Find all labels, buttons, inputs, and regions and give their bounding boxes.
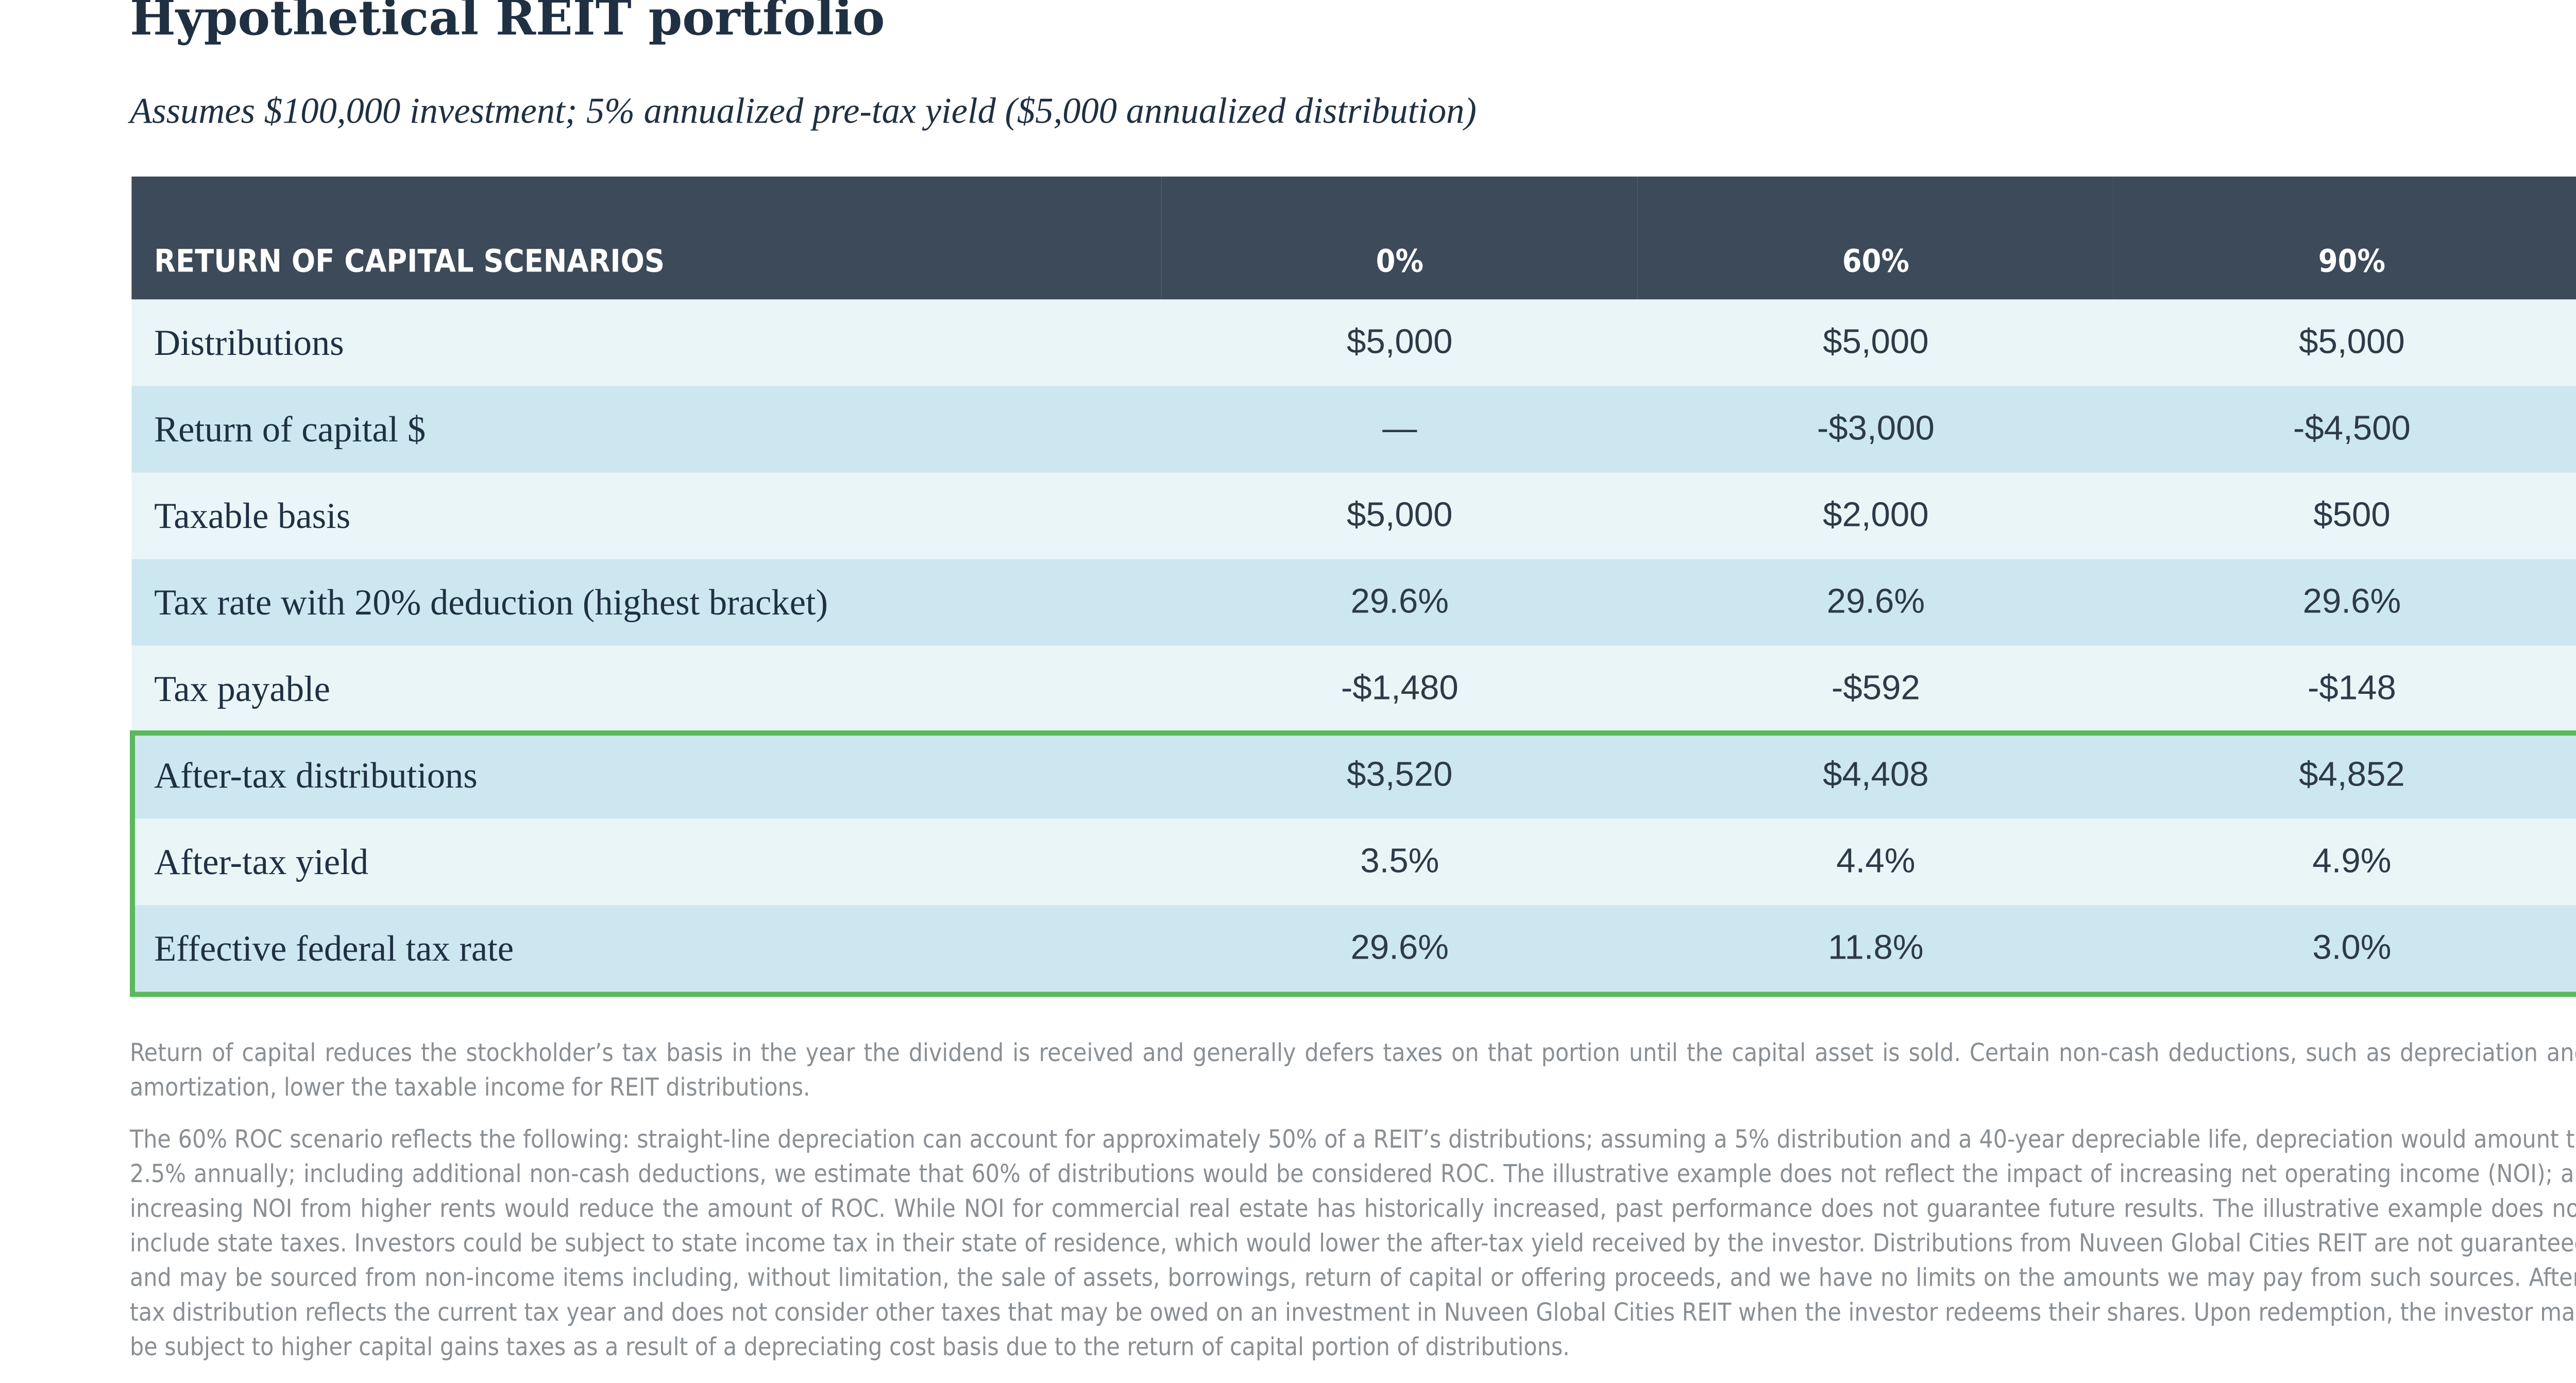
notes: Return of capital reduces the stockholde… <box>130 1037 2576 1383</box>
page: Hypothetical REIT portfolio Assumes $100… <box>130 0 2576 1362</box>
cell: 11.8% <box>1637 905 2114 992</box>
header-row: RETURN OF CAPITAL SCENARIOS 0% 60% 90% <box>131 176 2576 300</box>
table-row: Return of capital $ — -$3,000 -$4,500 <box>131 386 2576 473</box>
cell: -$4,500 <box>2113 386 2576 473</box>
cell: -$592 <box>1637 645 2114 732</box>
column-header: RETURN OF CAPITAL SCENARIOS <box>131 176 1162 300</box>
cell: 4.9% <box>2113 818 2576 906</box>
cell: $4,852 <box>2113 732 2576 819</box>
note: The 60% ROC scenario reflects the follow… <box>130 1126 2576 1362</box>
cell: 3.5% <box>1161 818 1638 906</box>
cell: $4,408 <box>1637 732 2114 819</box>
row-label: Distributions <box>131 299 1162 386</box>
row-label: Taxable basis <box>131 472 1162 559</box>
row-label: Tax payable <box>131 645 1162 732</box>
cell: — <box>1161 386 1638 473</box>
table-row: Taxable basis $5,000 $2,000 $500 <box>131 472 2576 559</box>
row-label: Return of capital $ <box>131 386 1162 473</box>
table: RETURN OF CAPITAL SCENARIOS 0% 60% 90% Dist… <box>131 176 2576 992</box>
cell: 29.6% <box>1161 905 1638 992</box>
row-label: Effective federal tax rate <box>131 905 1162 992</box>
row-label: Tax rate with 20% deduction (highest bra… <box>131 559 1162 646</box>
column-header: 60% <box>1637 176 2114 300</box>
column-header: 0% <box>1161 176 1638 300</box>
cell: $500 <box>2113 472 2576 559</box>
highlight-box <box>130 730 2576 997</box>
document: Hypothetical REIT portfolio Assumes $100… <box>130 0 2576 1362</box>
table-row: Tax payable -$1,480 -$592 -$148 <box>131 645 2576 732</box>
table-row: Tax rate with 20% deduction (highest bra… <box>131 559 2576 646</box>
cell: 29.6% <box>2113 559 2576 646</box>
note: Return of capital reduces the stockholde… <box>130 1040 2576 1103</box>
cell: $2,000 <box>1637 472 2114 559</box>
cell: -$148 <box>2113 645 2576 732</box>
subtitle: Assumes $100,000 investment; 5% annualiz… <box>130 90 1477 132</box>
row-label: After-tax distributions <box>131 732 1162 819</box>
cell: -$3,000 <box>1637 386 2114 473</box>
cell: 3.0% <box>2113 905 2576 992</box>
cell: $5,000 <box>1161 299 1638 386</box>
cell: $3,520 <box>1161 732 1638 819</box>
row-label: After-tax yield <box>131 818 1162 906</box>
table-row: Effective federal tax rate 29.6% 11.8% 3.0% <box>131 905 2576 992</box>
table-row: Distributions $5,000 $5,000 $5,000 <box>131 299 2576 386</box>
column-header: 90% <box>2113 176 2576 300</box>
cell: 29.6% <box>1637 559 2114 646</box>
cell: -$1,480 <box>1161 645 1638 732</box>
cell: $5,000 <box>1637 299 2114 386</box>
title: Hypothetical REIT portfolio <box>130 0 885 47</box>
cell: 4.4% <box>1637 818 2114 906</box>
cell: 29.6% <box>1161 559 1638 646</box>
table-row: After-tax distributions $3,520 $4,408 $4,85… <box>131 732 2576 819</box>
table-row: After-tax yield 3.5% 4.4% 4.9% <box>131 818 2576 906</box>
cell: $5,000 <box>2113 299 2576 386</box>
cell: $5,000 <box>1161 472 1638 559</box>
